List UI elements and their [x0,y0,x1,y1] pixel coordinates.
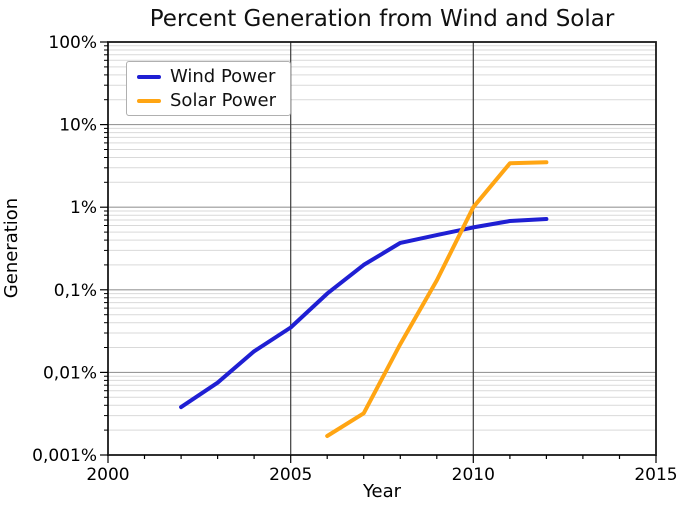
data-series [179,160,549,438]
axis-tick-labels: 2000 2005 2010 2015 100% 10% 1% 0,1% 0,01% 0,001% [32,33,677,485]
y-tick-label: 0,01% [43,363,97,383]
y-tick-label: 0,001% [32,446,97,466]
wind-power-line [179,217,549,410]
x-tick-label: 2010 [452,465,495,485]
plot-border [107,41,657,456]
x-tick-label: 2015 [634,465,677,485]
legend: Wind Power Solar Power [126,61,292,116]
legend-label-wind-power: Wind Power [170,66,276,87]
legend-item-wind-power: Wind Power [137,65,276,88]
major-gridlines [108,42,656,455]
chart-title: Percent Generation from Wind and Solar [150,6,615,32]
x-tick-label: 2000 [86,465,129,485]
solar-power-line-swatch-icon [137,98,161,103]
minor-gridlines [108,45,656,431]
y-tick-label: 10% [59,116,97,136]
y-tick-label: 1% [70,198,97,218]
x-axis-label: Year [362,481,402,502]
wind-power-line-swatch-icon [137,74,161,79]
y-tick-label: 100% [48,33,97,53]
y-tick-label: 0,1% [54,281,97,301]
solar-power-line [325,160,549,438]
legend-item-solar-power: Solar Power [137,89,276,112]
legend-label-solar-power: Solar Power [170,90,277,111]
x-tick-label: 2005 [269,465,312,485]
y-axis-label: Generation [1,198,22,298]
axis-ticks [100,41,657,463]
